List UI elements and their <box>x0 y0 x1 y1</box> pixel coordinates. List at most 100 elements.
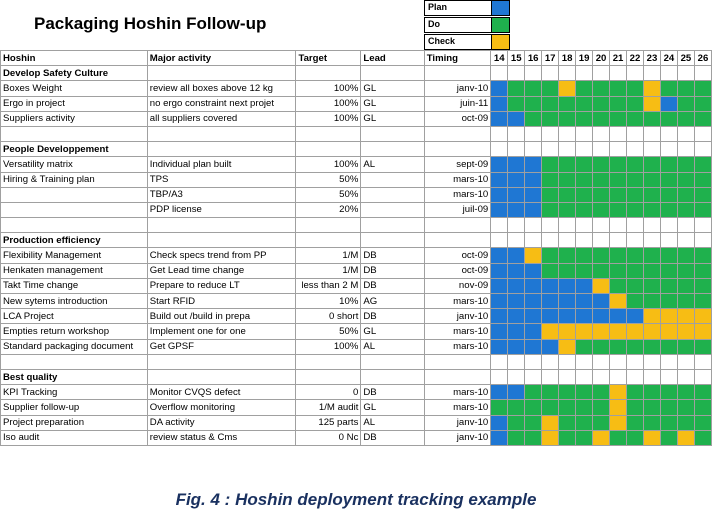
category-row: Production efficiency <box>0 232 712 249</box>
status-cell-do <box>575 186 594 203</box>
empty-cell <box>423 65 492 82</box>
status-cell-plan <box>490 110 509 127</box>
hoshin-cell: Hiring & Training plan <box>0 171 148 188</box>
empty-week-cell <box>659 232 678 249</box>
status-cell-do <box>541 171 560 188</box>
empty-week-cell <box>541 125 560 143</box>
empty-week-cell <box>626 353 644 370</box>
table-row: KPI Tracking Monitor CVQS defect 0 DB mars-1… <box>0 384 712 401</box>
status-cell-check <box>693 323 712 340</box>
status-cell-do <box>541 110 560 127</box>
lead-cell: AL <box>360 156 425 173</box>
status-cell-check <box>676 323 695 340</box>
hoshin-cell: Iso audit <box>0 429 148 446</box>
status-cell-plan <box>490 414 509 431</box>
table-row: Project preparation DA activity 125 parts A… <box>0 414 712 431</box>
empty-week-cell <box>507 232 526 249</box>
hoshin-cell: Standard packaging document <box>0 338 148 355</box>
hoshin-cell: Ergo in project <box>0 95 148 112</box>
status-cell-plan <box>592 308 611 325</box>
header-target: Target <box>295 49 362 67</box>
status-cell-do <box>659 262 678 279</box>
hoshin-cell: Empties return workshop <box>0 323 148 340</box>
empty-cell <box>295 65 362 82</box>
status-cell-do <box>626 171 644 188</box>
activity-cell: Overflow monitoring <box>146 399 297 416</box>
empty-week-cell <box>507 65 526 82</box>
status-cell-do <box>642 171 661 188</box>
status-cell-do <box>659 429 678 446</box>
status-cell-do <box>693 95 712 112</box>
status-cell-plan <box>490 308 509 325</box>
status-cell-do <box>609 429 628 446</box>
empty-week-cell <box>541 232 560 249</box>
status-cell-do <box>592 156 611 173</box>
status-cell-do <box>676 80 695 97</box>
status-cell-do <box>659 156 678 173</box>
timing-cell: mars-10 <box>423 399 492 416</box>
status-cell-plan <box>507 262 526 279</box>
target-cell: 50% <box>295 171 362 188</box>
status-cell-do <box>592 247 611 264</box>
status-cell-do <box>575 110 594 127</box>
status-cell-do <box>592 262 611 279</box>
status-cell-do <box>659 399 678 416</box>
status-cell-do <box>642 384 661 401</box>
empty-week-cell <box>541 141 560 158</box>
empty-week-cell <box>676 353 695 370</box>
status-cell-do <box>659 110 678 127</box>
empty-week-cell <box>659 141 678 158</box>
timing-cell: mars-10 <box>423 384 492 401</box>
empty-week-cell <box>507 217 526 234</box>
activity-cell: Monitor CVQS defect <box>146 384 297 401</box>
status-cell-do <box>490 399 509 416</box>
status-cell-do <box>609 262 628 279</box>
empty-week-cell <box>693 217 712 234</box>
hoshin-cell: Suppliers activity <box>0 110 148 127</box>
empty-cell <box>295 368 362 386</box>
empty-week-cell <box>490 368 509 386</box>
status-cell-plan <box>507 338 526 355</box>
week-header: 21 <box>609 49 628 67</box>
status-cell-do <box>676 262 695 279</box>
category-label: People Developpement <box>0 141 148 158</box>
table-row: LCA Project Build out /build in prepa 0 sh… <box>0 308 712 325</box>
status-cell-do <box>609 80 628 97</box>
status-cell-do <box>609 277 628 295</box>
status-cell-do <box>693 186 712 203</box>
empty-week-cell <box>642 232 661 249</box>
target-cell: 0 Nc <box>295 429 362 446</box>
hoshin-cell: Henkaten management <box>0 262 148 279</box>
legend-check-swatch <box>491 35 509 49</box>
hoshin-cell <box>0 201 148 219</box>
status-cell-do <box>626 201 644 219</box>
lead-cell: AL <box>360 414 425 431</box>
status-cell-do <box>676 338 695 355</box>
hoshin-cell: Project preparation <box>0 414 148 431</box>
empty-week-cell <box>541 65 560 82</box>
timing-cell: mars-10 <box>423 292 492 310</box>
status-cell-do <box>575 80 594 97</box>
timing-cell: juin-11 <box>423 95 492 112</box>
status-cell-do <box>659 80 678 97</box>
status-cell-do <box>592 384 611 401</box>
status-cell-do <box>541 186 560 203</box>
lead-cell: DB <box>360 277 425 295</box>
empty-week-cell <box>524 65 543 82</box>
status-cell-do <box>676 110 695 127</box>
status-cell-do <box>676 414 695 431</box>
empty-week-cell <box>609 232 628 249</box>
status-cell-check <box>676 308 695 325</box>
target-cell: 100% <box>295 95 362 112</box>
status-cell-do <box>642 277 661 295</box>
target-cell: less than 2 M <box>295 277 362 295</box>
status-cell-do <box>676 247 695 264</box>
status-cell-plan <box>524 308 543 325</box>
target-cell: 50% <box>295 186 362 203</box>
status-cell-plan <box>524 338 543 355</box>
timing-cell: mars-10 <box>423 338 492 355</box>
status-cell-check <box>642 308 661 325</box>
empty-week-cell <box>626 141 644 158</box>
status-cell-check <box>541 429 560 446</box>
status-cell-plan <box>490 277 509 295</box>
